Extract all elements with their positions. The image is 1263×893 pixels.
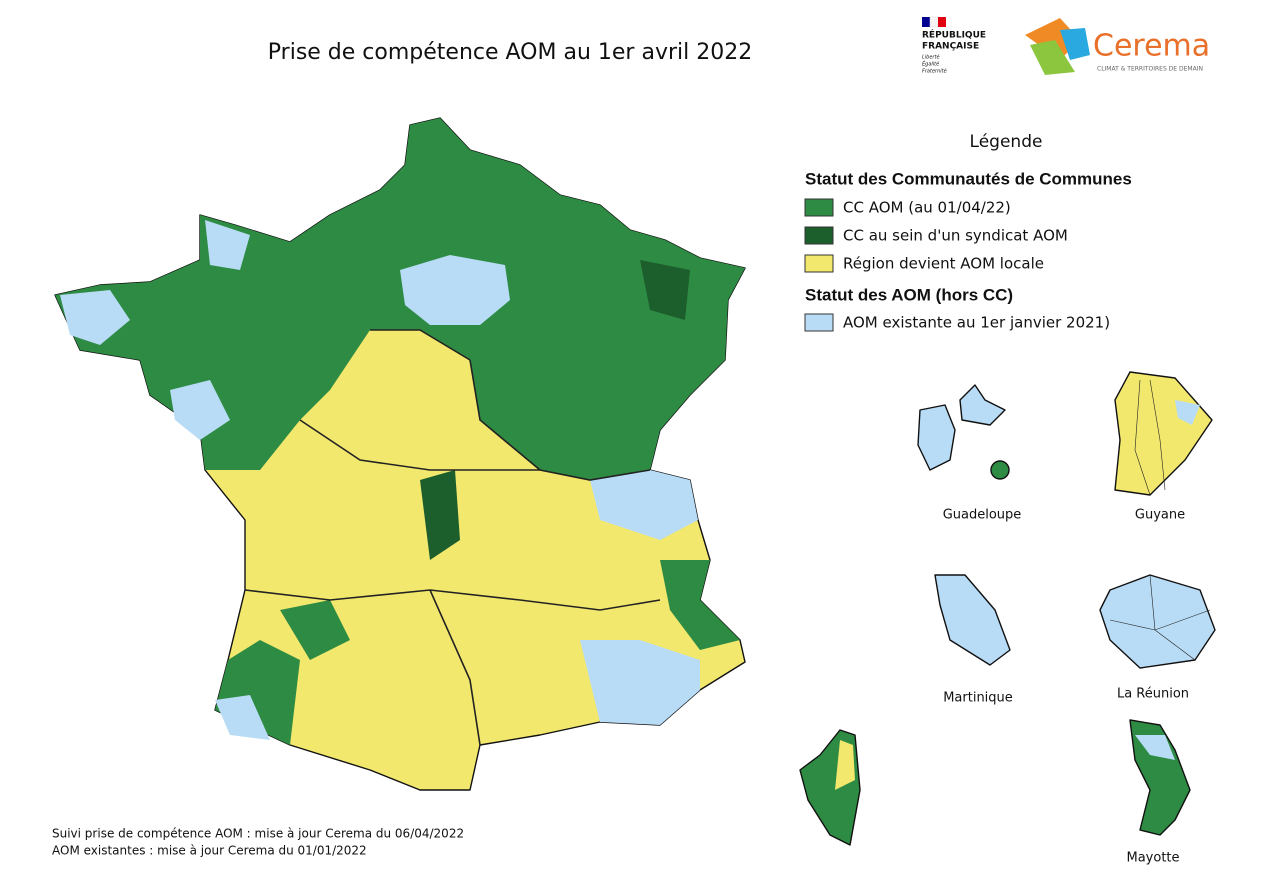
legend-swatch [804, 198, 834, 217]
mayotte [1129, 719, 1191, 836]
region-border [244, 329, 661, 746]
overseas: Guadeloupe Guyane Martinique La Réunion … [917, 371, 1216, 866]
footnote: Suivi prise de compétence AOM : mise à j… [52, 827, 464, 841]
rf-line1: RÉPUBLIQUE [922, 29, 986, 41]
territory-label: Guyane [1135, 508, 1185, 523]
aom-zone [580, 640, 700, 725]
cerema-logo: Cerema CLIMAT & TERRITOIRES DE DEMAIN [1025, 18, 1210, 75]
flag-white [929, 16, 939, 28]
flag-blue [922, 17, 930, 27]
legend-swatch [804, 313, 834, 332]
logo-shape [1030, 40, 1075, 75]
guadeloupe [917, 384, 1006, 471]
green-zone [660, 560, 740, 650]
legend-swatch [804, 226, 834, 245]
guyane-aom [1175, 400, 1200, 425]
corsica-zone [835, 740, 855, 790]
cerema-name: Cerema [1093, 29, 1210, 64]
footnote: AOM existantes : mise à jour Cerema du 0… [52, 844, 367, 858]
green-zone [280, 600, 350, 660]
territory-label: La Réunion [1117, 687, 1189, 702]
legend-label: CC AOM (au 01/04/22) [843, 199, 1011, 217]
devise-2: Égalité [922, 60, 939, 68]
legend-heading: Statut des AOM (hors CC) [805, 285, 1013, 304]
aom-zone [215, 695, 270, 740]
logo-shape [1025, 18, 1080, 60]
devise-1: Liberté [922, 54, 940, 61]
guyane-borders [1134, 379, 1166, 496]
legend-title: Légende [970, 132, 1043, 152]
syndicat-zone [640, 260, 690, 320]
rf-line2: FRANÇAISE [922, 42, 979, 52]
cerema-tagline: CLIMAT & TERRITOIRES DE DEMAIN [1097, 66, 1203, 73]
territory-label: Martinique [943, 691, 1013, 706]
reunion-borders [1109, 574, 1211, 661]
aom-zone [400, 255, 510, 325]
territory-label: Guadeloupe [943, 508, 1022, 523]
france-map [54, 117, 861, 846]
aom-zone [170, 380, 230, 440]
legend-swatch [804, 254, 834, 273]
devise-3: Fraternité [922, 68, 947, 75]
syndicat-zone [420, 470, 460, 560]
legend-label: CC au sein d'un syndicat AOM [843, 227, 1068, 245]
logo-shape [1060, 28, 1090, 60]
flag-red [938, 17, 946, 27]
aom-zone [590, 470, 698, 540]
legend-label: AOM existante au 1er janvier 2021) [843, 314, 1110, 332]
martinique [934, 574, 1011, 666]
mayotte-aom [1135, 735, 1175, 760]
aom-zone [205, 220, 250, 270]
map-title: Prise de compétence AOM au 1er avril 202… [268, 40, 752, 65]
aom-zone [60, 290, 130, 345]
rf-logo: RÉPUBLIQUE FRANÇAISE Liberté Égalité Fra… [922, 16, 986, 75]
legend-label: Région devient AOM locale [843, 255, 1044, 273]
legend-heading: Statut des Communautés de Communes [805, 169, 1132, 188]
territory-label: Mayotte [1126, 851, 1179, 866]
guadeloupe-island [990, 460, 1010, 480]
green-zone [55, 118, 745, 480]
